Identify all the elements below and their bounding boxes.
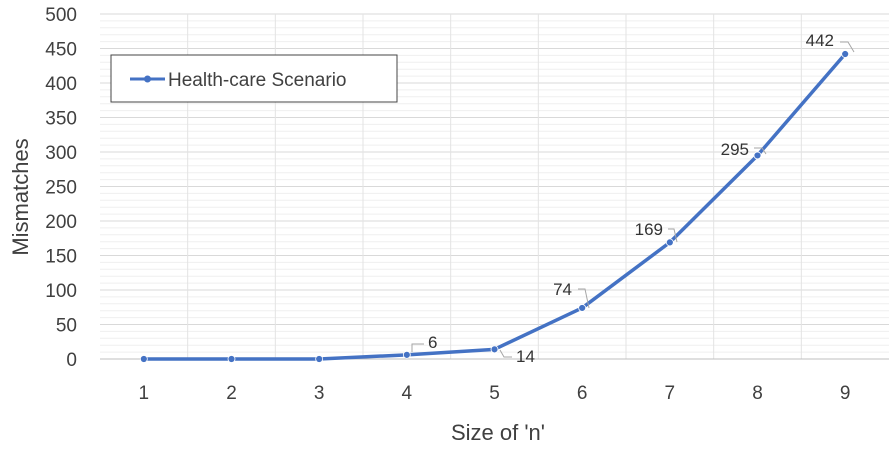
x-tick-label: 6 xyxy=(577,383,588,404)
leader-line xyxy=(411,343,424,352)
y-tick-label: 100 xyxy=(45,281,77,302)
data-point xyxy=(753,151,762,160)
data-label: 442 xyxy=(806,31,834,50)
data-point xyxy=(402,350,411,359)
x-tick-label: 4 xyxy=(402,383,413,404)
data-label: 295 xyxy=(721,140,749,159)
legend: Health-care Scenario xyxy=(110,54,398,103)
y-tick-label: 300 xyxy=(45,143,77,164)
data-label: 169 xyxy=(635,220,663,239)
data-labels: 6 14 74 169 295 442 xyxy=(411,31,855,366)
x-tick-label: 3 xyxy=(314,383,325,404)
leader-line xyxy=(840,41,855,53)
y-tick-label: 450 xyxy=(45,40,77,61)
y-tick-label: 250 xyxy=(45,178,77,199)
x-tick-label: 8 xyxy=(752,383,763,404)
leader-line xyxy=(754,147,767,155)
y-tick-label: 200 xyxy=(45,212,77,233)
data-point xyxy=(227,355,236,363)
series xyxy=(139,50,850,363)
data-point xyxy=(139,355,148,363)
y-tick-label: 400 xyxy=(45,74,77,95)
data-label: 14 xyxy=(516,347,535,366)
x-tick-label: 7 xyxy=(665,383,676,404)
data-point xyxy=(578,304,587,312)
x-tick-label: 9 xyxy=(840,383,851,404)
leader-line xyxy=(578,288,590,309)
legend-marker xyxy=(144,75,151,83)
x-axis-title: Size of 'n' xyxy=(451,420,545,445)
leader-line xyxy=(499,349,512,358)
data-point xyxy=(490,345,499,354)
legend-entry-health-care-scenario: Health-care Scenario xyxy=(168,70,346,91)
y-tick-label: 350 xyxy=(45,109,77,130)
gridlines xyxy=(100,13,889,359)
y-tick-labels: 0 50 100 150 200 250 300 350 400 450 500 xyxy=(45,5,77,371)
y-tick-label: 500 xyxy=(45,5,77,26)
data-point xyxy=(841,50,850,58)
data-point xyxy=(665,238,674,247)
x-tick-label: 2 xyxy=(226,383,237,404)
data-label: 74 xyxy=(553,280,572,299)
y-axis-title: Mismatches xyxy=(8,138,33,255)
x-tick-label: 1 xyxy=(139,383,150,404)
y-tick-label: 150 xyxy=(45,247,77,268)
data-label: 6 xyxy=(428,333,437,352)
y-tick-label: 50 xyxy=(56,316,77,337)
y-tick-label: 0 xyxy=(66,350,77,371)
data-point xyxy=(315,355,324,363)
x-tick-labels: 1 2 3 4 5 6 7 8 9 xyxy=(139,383,851,404)
x-tick-label: 5 xyxy=(489,383,500,404)
leader-line xyxy=(668,228,678,243)
